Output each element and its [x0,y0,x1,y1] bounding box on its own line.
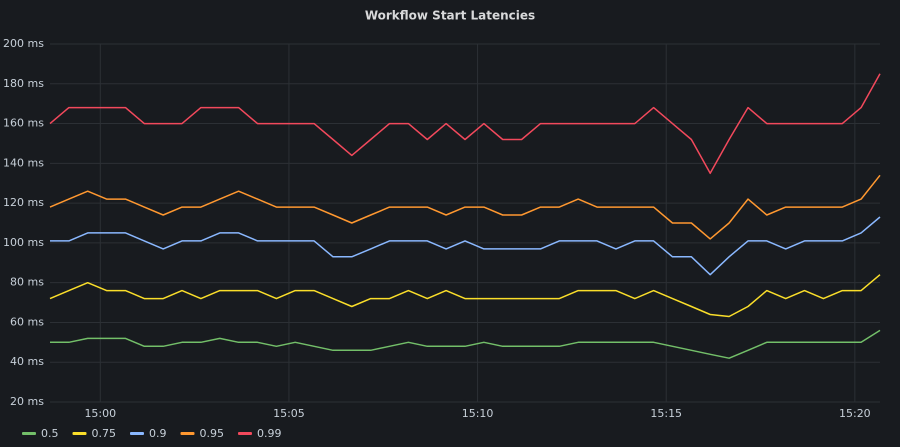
legend-item: 0.99 [238,427,282,440]
legend-label: 0.99 [257,427,282,440]
series-line [49,73,881,175]
legend-swatch [72,432,87,435]
legend-swatch [22,432,36,435]
series-line [49,274,881,318]
x-tick-label: 15:00 [84,407,116,420]
legend-item: 0.9 [130,427,167,440]
x-tick-label: 15:15 [650,407,682,420]
series-line [49,174,881,240]
y-tick-label: 120 ms [3,196,44,209]
legend-item: 0.5 [22,427,59,440]
legend-swatch [180,432,195,435]
y-tick-label: 20 ms [10,395,44,408]
y-tick-label: 80 ms [10,276,44,289]
y-tick-label: 60 ms [10,315,44,328]
x-tick-label: 15:20 [839,407,871,420]
legend-item: 0.95 [180,427,225,440]
legend-swatch [238,432,252,435]
legend-item: 0.75 [72,427,117,440]
legend-swatch [130,432,144,435]
y-tick-label: 140 ms [3,156,44,169]
legend-label: 0.75 [92,427,117,440]
legend-label: 0.9 [149,427,167,440]
x-tick-label: 15:10 [462,407,494,420]
y-tick-label: 180 ms [3,77,44,90]
y-tick-label: 160 ms [3,117,44,130]
legend-label: 0.95 [200,427,225,440]
legend-label: 0.5 [41,427,59,440]
x-tick-label: 15:05 [273,407,305,420]
series-line [50,329,881,359]
chart-title: Workflow Start Latencies [365,9,535,23]
y-tick-label: 100 ms [3,236,44,249]
series-line [50,216,881,276]
y-tick-label: 40 ms [10,355,44,368]
y-tick-label: 200 ms [3,37,44,50]
